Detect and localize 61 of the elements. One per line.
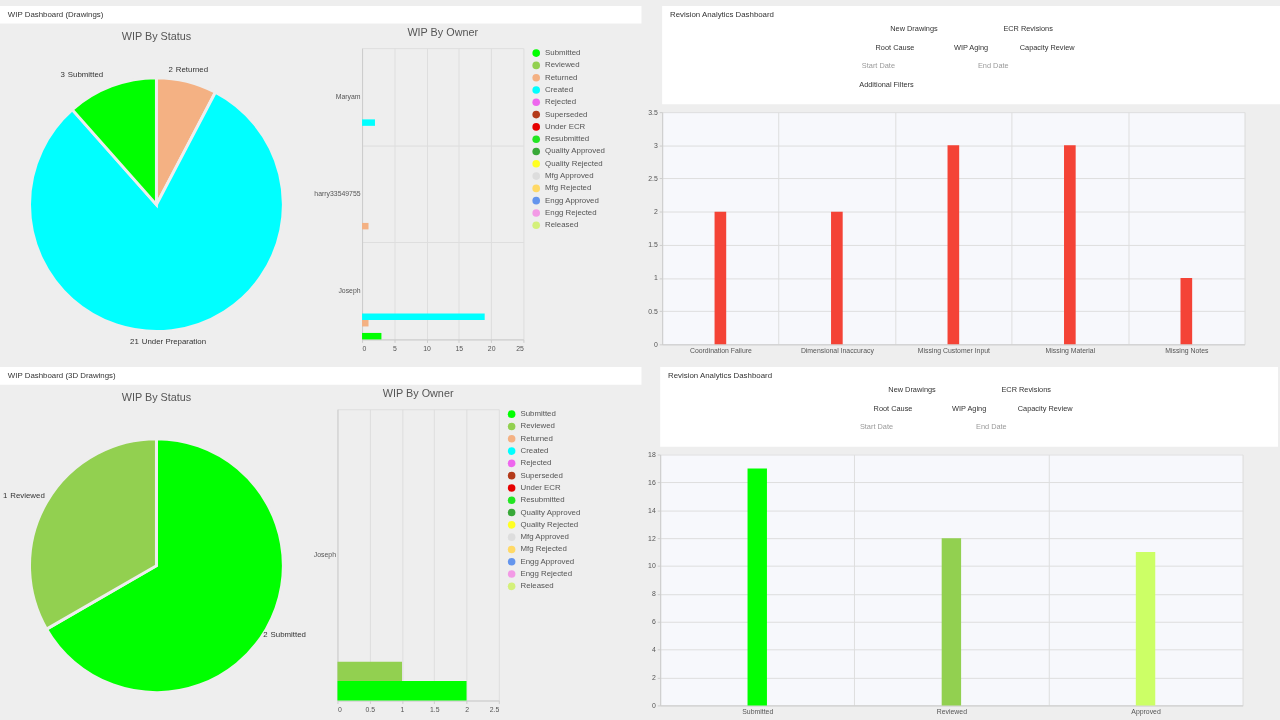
legend-label: Reviewed: [520, 421, 555, 431]
legend-label: Returned: [545, 72, 578, 82]
slice-label: Submitted: [270, 630, 306, 640]
slice-label: Under Preparation: [141, 337, 207, 347]
bar: [941, 538, 962, 706]
bar: [362, 222, 369, 230]
legend-label: Engg Rejected: [545, 207, 597, 217]
legend-label: Rejected: [520, 458, 552, 468]
chart-title: WIP By Owner: [382, 387, 454, 400]
legend-label: Quality Approved: [545, 146, 605, 156]
legend-label: Mfg Approved: [545, 171, 594, 181]
chart-title: WIP By Owner: [407, 26, 479, 39]
bar: [947, 145, 960, 345]
legend-label: Under ECR: [545, 121, 586, 131]
legend-label: Quality Rejected: [545, 158, 603, 168]
bar: [362, 319, 369, 327]
bar: [362, 313, 485, 320]
legend-label: Created: [545, 84, 574, 94]
slice-label: Returned: [175, 64, 209, 74]
legend-label: Engg Rejected: [520, 569, 573, 579]
slice-label: Submitted: [67, 69, 104, 79]
data-label: 2: [263, 630, 268, 640]
legend-label: Submitted: [545, 48, 581, 58]
legend-label: Released: [545, 220, 579, 230]
legend-label: Released: [520, 581, 554, 591]
bar: [831, 211, 843, 345]
legend-label: Resubmitted: [520, 495, 565, 505]
bar: [362, 119, 375, 126]
text: WIP Dashboard (3D Drawings): [7, 370, 116, 380]
chart-title: WIP By Status: [121, 30, 192, 43]
bar: [1064, 145, 1076, 345]
legend-label: Returned: [520, 433, 553, 443]
legend-label: Quality Approved: [520, 507, 581, 517]
chart-title: WIP By Status: [121, 391, 192, 404]
data-label: 3: [60, 69, 66, 79]
legend-label: Engg Approved: [520, 556, 575, 566]
legend-label: Submitted: [520, 409, 556, 419]
legend-label: Quality Rejected: [520, 519, 579, 529]
slice-label: Reviewed: [10, 491, 45, 501]
text: Revision Analytics Dashboard: [670, 9, 774, 19]
legend-label: Superseded: [545, 109, 588, 119]
legend-label: Rejected: [545, 97, 577, 107]
legend-label: Resubmitted: [545, 134, 590, 144]
legend-label: Under ECR: [520, 482, 561, 492]
text: WIP Dashboard (Drawings): [7, 9, 104, 19]
legend-label: Mfg Approved: [520, 532, 569, 542]
text: Revision Analytics Dashboard: [668, 370, 773, 380]
bar: [362, 332, 382, 340]
bar: [747, 468, 767, 706]
bar: [1180, 277, 1193, 345]
data-label: 21: [130, 337, 139, 347]
legend-label: Engg Approved: [545, 195, 599, 205]
legend-label: Created: [520, 446, 549, 456]
data-label: 2: [168, 64, 173, 74]
legend-label: Superseded: [520, 470, 563, 480]
legend-label: Reviewed: [545, 60, 580, 70]
legend-label: Mfg Rejected: [520, 544, 567, 554]
legend-label: Mfg Rejected: [545, 183, 592, 193]
data-label: 1: [2, 491, 8, 501]
bar: [714, 211, 727, 345]
bar: [1135, 552, 1156, 706]
